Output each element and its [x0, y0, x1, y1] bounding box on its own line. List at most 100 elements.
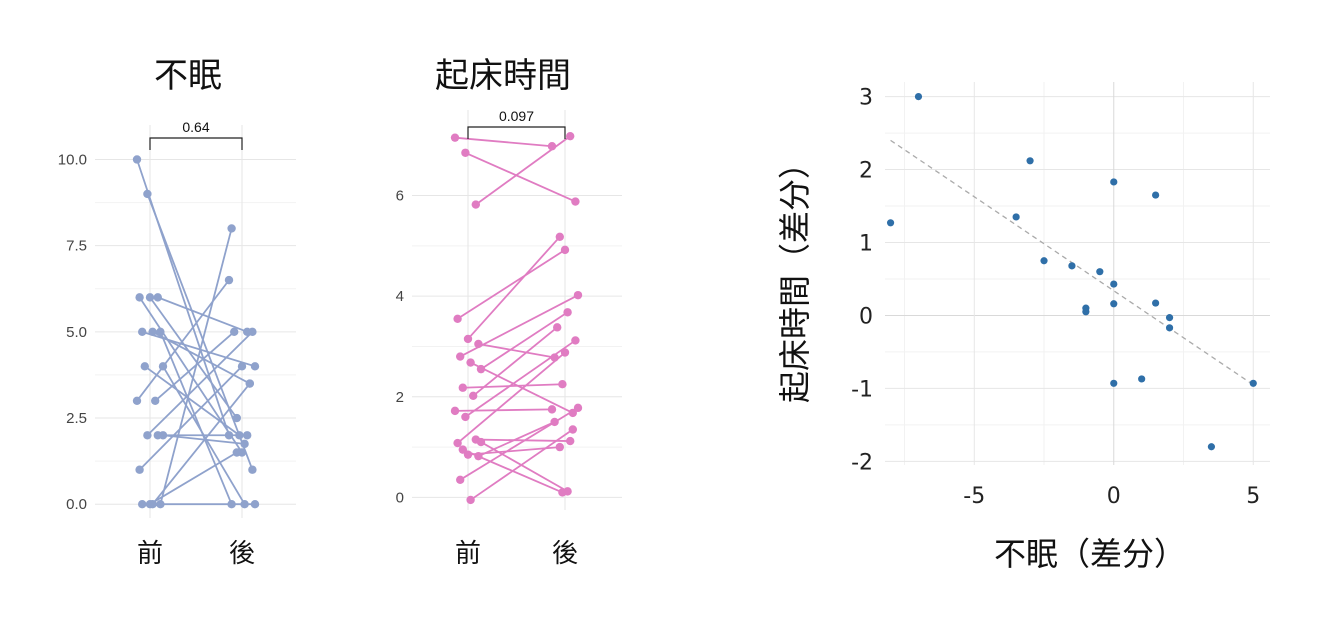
pair-line — [459, 407, 579, 481]
point-after — [571, 336, 580, 345]
point-before — [135, 465, 144, 474]
paired-lines — [136, 159, 256, 506]
point-before — [476, 437, 486, 447]
point-after — [237, 362, 247, 371]
point-after — [227, 224, 236, 233]
x-category-after: 後 — [229, 539, 255, 569]
pair-line — [454, 408, 553, 412]
scatter-point — [1068, 262, 1076, 270]
point-before — [158, 362, 168, 371]
point-after — [243, 431, 252, 440]
panel-title: 起床時間 — [435, 56, 571, 96]
scatter-point — [1110, 178, 1118, 186]
point-before — [151, 396, 160, 405]
scatter-point — [1110, 280, 1118, 288]
pair-line — [457, 249, 566, 320]
x-category-before: 前 — [455, 539, 481, 569]
point-before — [148, 500, 157, 509]
y-tick-label: 0 — [859, 304, 873, 329]
point-after — [566, 436, 575, 446]
difference-scatter-panel: -5 0 5 -2 -1 0 1 2 3 不眠（差分） 起床時間（差分） — [776, 82, 1270, 573]
point-after — [558, 488, 567, 497]
pair-line — [472, 326, 558, 397]
scatter-point — [1082, 308, 1090, 316]
significance-bracket: 0.64 — [149, 119, 243, 150]
y-tick-label: -2 — [851, 450, 873, 475]
y-axis-ticks: 0.0 2.5 5.0 7.5 10.0 — [58, 151, 87, 513]
scatter-point — [1165, 314, 1174, 322]
point-after — [568, 408, 577, 418]
y-tick-label: -1 — [851, 377, 873, 402]
point-after — [555, 232, 564, 241]
point-before — [463, 334, 473, 344]
p-value-label: 0.64 — [182, 119, 209, 135]
pair-line — [146, 331, 254, 436]
point-before — [466, 358, 475, 367]
point-before — [474, 339, 483, 349]
pair-line — [152, 331, 251, 385]
pair-line — [478, 421, 555, 457]
point-before — [143, 189, 152, 199]
point-before — [453, 314, 462, 324]
panel-title: 不眠 — [154, 56, 222, 96]
y-tick-label: 2 — [859, 159, 873, 184]
y-tick-label: 7.5 — [66, 238, 87, 255]
point-after — [555, 442, 564, 452]
pair-line — [162, 434, 245, 445]
point-after — [232, 448, 241, 457]
bracket-line — [149, 137, 243, 150]
point-before — [156, 500, 165, 509]
scatter-point — [1152, 191, 1160, 199]
point-before — [476, 364, 486, 374]
scatter-point — [1138, 375, 1146, 383]
point-after — [250, 362, 260, 371]
y-tick-label: 10.0 — [58, 151, 87, 168]
x-tick-label: 0 — [1107, 484, 1121, 509]
scatter-point — [914, 92, 923, 101]
point-after — [240, 439, 249, 449]
point-after — [547, 142, 557, 151]
point-after — [232, 413, 241, 423]
point-before — [140, 362, 149, 371]
x-tick-label: 5 — [1246, 484, 1260, 509]
point-before — [474, 451, 483, 461]
data-points — [450, 131, 583, 505]
y-axis-label: 起床時間（差分） — [776, 147, 814, 403]
data-points — [132, 155, 260, 509]
pair-line — [159, 228, 233, 505]
point-after — [550, 353, 559, 362]
y-tick-label: 4 — [396, 288, 404, 305]
point-after — [571, 197, 580, 206]
x-tick-label: -5 — [963, 484, 985, 509]
scatter-point — [1152, 299, 1160, 307]
y-tick-label: 3 — [859, 86, 873, 111]
scatter-point — [1096, 268, 1104, 276]
point-before — [461, 148, 470, 157]
point-before — [450, 406, 460, 416]
y-tick-label: 0.0 — [66, 496, 87, 513]
point-before — [450, 133, 460, 142]
grid — [885, 82, 1270, 465]
point-after — [240, 500, 249, 509]
pair-line — [146, 193, 254, 471]
scatter-point — [1110, 300, 1118, 308]
point-before — [456, 352, 465, 361]
pair-line — [475, 438, 571, 442]
point-after — [553, 323, 562, 332]
y-tick-label: 0 — [396, 489, 404, 506]
y-axis-ticks: -2 -1 0 1 2 3 — [851, 86, 873, 476]
point-after — [560, 348, 570, 357]
point-before — [138, 327, 147, 337]
pair-line — [151, 382, 251, 505]
x-axis-ticks: -5 0 5 — [963, 484, 1260, 509]
point-before — [461, 412, 470, 422]
y-axis-ticks: 0 2 4 6 — [396, 188, 404, 507]
pair-line — [149, 451, 238, 505]
pair-line — [144, 365, 240, 436]
point-after — [250, 500, 260, 509]
point-after — [560, 245, 570, 255]
y-tick-label: 2.5 — [66, 410, 87, 427]
point-before — [158, 431, 168, 440]
point-before — [458, 383, 467, 392]
